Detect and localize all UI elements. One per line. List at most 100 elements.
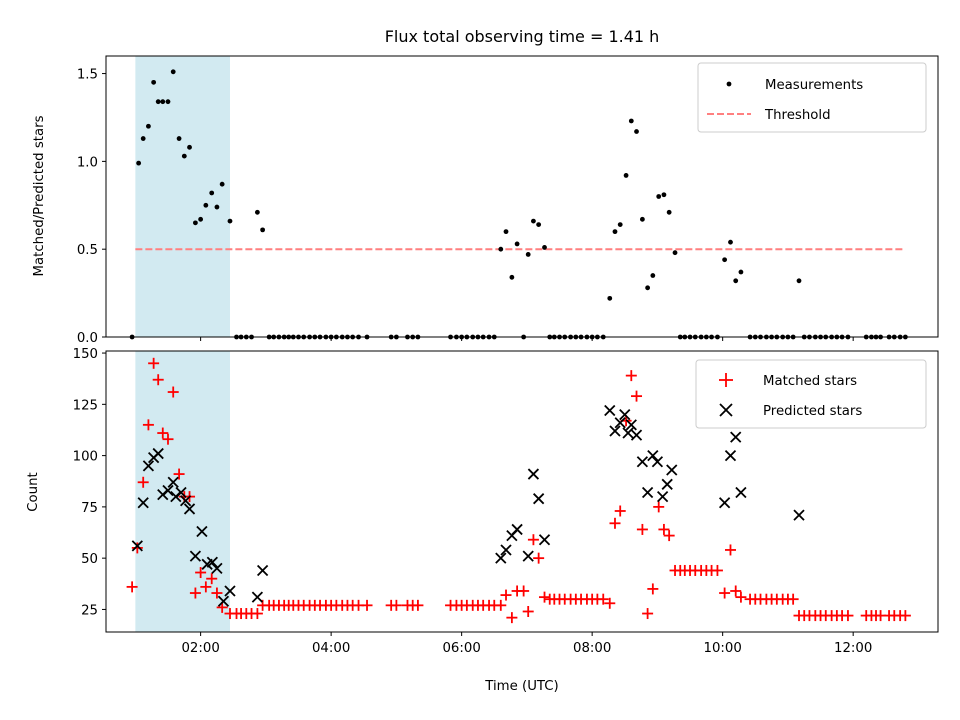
matched-star-point xyxy=(195,567,207,579)
matched-star-point xyxy=(647,583,659,595)
predicted-star-point xyxy=(622,427,634,439)
top-shaded-region xyxy=(135,56,230,337)
predicted-star-point xyxy=(196,525,208,538)
matched-star-point xyxy=(625,370,637,382)
measurement-point xyxy=(146,123,151,129)
predicted-star-point xyxy=(179,495,192,507)
matched-legend-label: Matched stars xyxy=(763,374,857,389)
matched-star-point xyxy=(658,523,670,535)
measurement-point xyxy=(140,136,146,141)
predicted-star-point xyxy=(666,464,678,476)
predicted-star-point xyxy=(142,460,155,472)
measurements-points xyxy=(129,69,908,340)
predicted-star-point xyxy=(131,540,143,552)
bottom-y-tick-label: 25 xyxy=(81,603,98,618)
top-y-tick-label: 1.5 xyxy=(77,68,98,83)
measurement-point xyxy=(209,190,215,196)
matched-star-point xyxy=(162,433,174,445)
predicted-star-point xyxy=(614,417,626,429)
predicted-star-point xyxy=(619,408,631,421)
predicted-star-point xyxy=(183,503,196,515)
measurement-point xyxy=(203,202,209,208)
predicted-star-point xyxy=(718,497,731,509)
matched-star-point xyxy=(173,468,185,480)
bottom-x-tick-label: 04:00 xyxy=(312,641,350,656)
measurement-point xyxy=(170,69,176,75)
measurement-point xyxy=(514,241,520,247)
matched-star-point xyxy=(126,581,138,593)
matched-star-point xyxy=(131,542,143,554)
measurement-point xyxy=(672,250,678,256)
matched-star-point xyxy=(527,534,539,546)
matched-star-point xyxy=(604,597,616,609)
predicted-star-point xyxy=(217,595,230,607)
measurement-point xyxy=(645,285,651,291)
predicted-star-point xyxy=(604,404,616,417)
measurement-point xyxy=(738,269,744,275)
measurement-point xyxy=(260,227,266,233)
matched-legend-marker xyxy=(719,373,733,387)
measurement-point xyxy=(254,209,260,215)
measurement-point xyxy=(607,295,613,301)
measurement-point xyxy=(722,257,728,263)
matched-star-point xyxy=(735,591,747,603)
measurement-point xyxy=(198,216,204,222)
matched-star-point xyxy=(842,610,854,622)
predicted-star-point xyxy=(522,550,534,562)
predicted-star-point xyxy=(211,562,223,575)
predicted-star-point xyxy=(641,486,654,499)
measurement-point xyxy=(176,136,182,141)
predicted-star-point xyxy=(625,419,637,431)
bottom-y-ticks: 25 50 75 100 125 150 xyxy=(73,347,106,618)
matched-star-point xyxy=(597,593,609,605)
top-y-axis-label: Matched/Predicted stars xyxy=(32,115,47,276)
bottom-legend: Matched stars Predicted stars xyxy=(695,359,927,429)
measurement-point xyxy=(165,99,171,105)
matched-star-point xyxy=(518,585,530,597)
predicted-star-point xyxy=(661,478,673,490)
measurement-point xyxy=(136,160,142,166)
measurement-point xyxy=(666,209,672,215)
bottom-y-tick-label: 125 xyxy=(73,398,98,413)
matched-star-point xyxy=(653,501,665,513)
measurement-point xyxy=(639,216,645,222)
predicted-star-point xyxy=(730,431,742,443)
bottom-x-tick-label: 12:00 xyxy=(834,641,872,656)
predicted-star-point xyxy=(495,552,507,564)
measurement-point xyxy=(542,245,547,250)
measurement-point xyxy=(656,194,662,199)
matched-star-point xyxy=(157,427,169,439)
bottom-x-tick-label: 10:00 xyxy=(703,641,741,656)
measurement-point xyxy=(525,252,531,257)
predicted-star-point xyxy=(152,447,164,460)
measurements-legend-marker xyxy=(726,81,732,87)
measurement-point xyxy=(503,229,509,235)
predicted-star-point xyxy=(630,429,643,441)
top-y-ticks: 0.0 0.5 1.0 1.5 xyxy=(77,68,106,346)
measurement-point xyxy=(796,278,802,284)
matched-star-point xyxy=(724,544,736,556)
predicted-legend-marker xyxy=(719,403,733,417)
chart-title: Flux total observing time = 1.41 h xyxy=(385,27,660,46)
measurement-point xyxy=(227,218,233,224)
matched-star-point xyxy=(500,589,512,601)
matched-star-point xyxy=(533,552,545,564)
measurement-point xyxy=(155,99,161,105)
matched-star-point xyxy=(899,610,911,622)
matched-star-point xyxy=(206,573,218,585)
measurement-point xyxy=(612,229,618,235)
matched-star-point xyxy=(609,517,621,529)
predicted-star-point xyxy=(527,468,540,480)
matched-star-point xyxy=(539,591,551,603)
matched-star-point xyxy=(631,390,643,402)
matched-star-point xyxy=(522,605,534,617)
matched-star-point xyxy=(142,419,154,431)
bottom-y-tick-label: 75 xyxy=(81,501,98,516)
bottom-x-tick-label: 08:00 xyxy=(573,641,611,656)
predicted-star-point xyxy=(206,556,219,568)
top-y-tick-label: 1.0 xyxy=(77,155,98,170)
predicted-star-point xyxy=(162,484,174,497)
measurement-point xyxy=(181,153,187,159)
predicted-star-point xyxy=(251,591,264,603)
